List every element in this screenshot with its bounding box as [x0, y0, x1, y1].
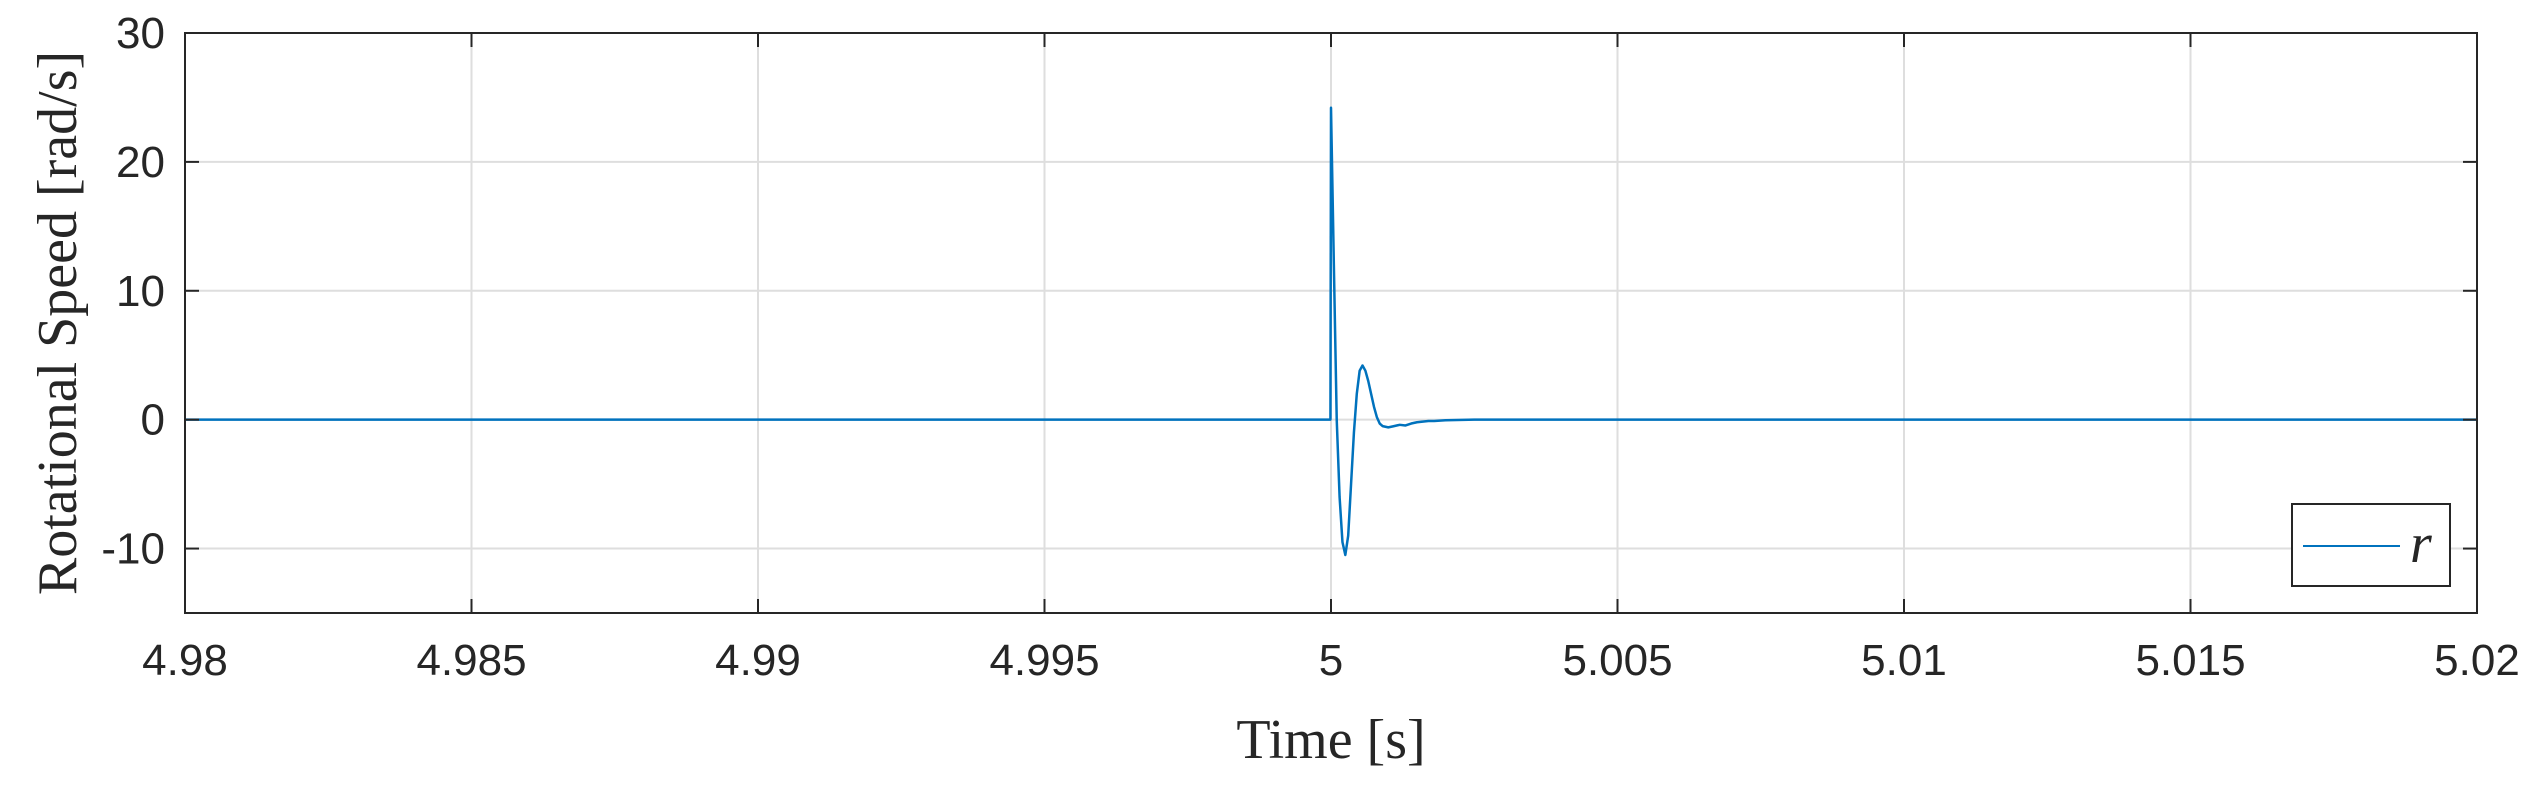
x-tick-label: 4.99 — [715, 636, 801, 685]
x-tick-label: 4.995 — [989, 636, 1099, 685]
y-tick-label: -10 — [101, 525, 165, 574]
x-tick-label: 4.98 — [142, 636, 228, 685]
axis-ticks — [184, 32, 2478, 613]
x-tick-label: 5.015 — [2135, 636, 2245, 685]
x-tick-label: 5.005 — [1562, 636, 1672, 685]
x-tick-label: 5.02 — [2434, 636, 2520, 685]
x-tick-label: 4.985 — [416, 636, 526, 685]
y-tick-label: 20 — [116, 138, 165, 187]
y-tick-label: 10 — [116, 267, 165, 316]
series-line-r — [185, 106, 2477, 557]
y-axis-title: Rotational Speed [rad/s] — [27, 51, 89, 595]
y-tick-label: 0 — [141, 396, 165, 445]
x-axis-title: Time [s] — [1236, 709, 1425, 771]
legend-label-r: r — [2410, 513, 2432, 575]
tick-labels: 4.98 4.985 4.99 4.995 5 5.005 5.01 5.015 5.02 -10… — [101, 9, 2519, 685]
y-tick-label: 30 — [116, 9, 165, 58]
series-layer — [185, 106, 2477, 557]
x-tick-label: 5 — [1319, 636, 1343, 685]
x-tick-label: 5.01 — [1861, 636, 1947, 685]
legend: r — [2291, 503, 2451, 587]
